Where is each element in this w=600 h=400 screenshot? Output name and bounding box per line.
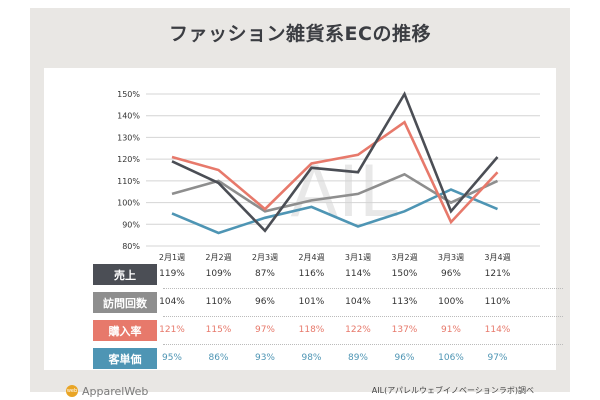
chart-frame: ファッション雑貨系ECの推移 AIL 150% 140% 130% 120% 110% 10… xyxy=(30,8,570,398)
data-cell: 106% xyxy=(438,353,464,363)
x-tick-label: 3月3週 xyxy=(438,253,464,262)
y-tick-label: 80% xyxy=(122,242,140,251)
data-cell: 101% xyxy=(298,297,325,307)
data-cell: 97% xyxy=(487,353,508,363)
x-tick-label: 2月2週 xyxy=(205,253,231,262)
data-cell: 96% xyxy=(440,269,461,279)
y-tick-label: 130% xyxy=(117,133,140,142)
x-tick-label: 2月4週 xyxy=(298,253,324,262)
data-cell: 137% xyxy=(391,325,418,335)
chart-panel: AIL 150% 140% 130% 120% 110% 100% 90% 80% 2月1週 2月2… xyxy=(44,68,563,370)
data-cell: 115% xyxy=(205,325,232,335)
data-cell: 89% xyxy=(347,353,368,363)
row-label: 訪問回数 xyxy=(93,292,157,313)
data-cell: 113% xyxy=(391,297,418,307)
data-cell: 114% xyxy=(484,325,511,335)
data-cell: 109% xyxy=(205,269,232,279)
data-cell: 110% xyxy=(205,297,232,307)
y-tick-label: 120% xyxy=(117,155,140,164)
data-cell: 122% xyxy=(345,325,371,335)
row-label: 売上 xyxy=(93,264,157,285)
x-tick-label: 3月4週 xyxy=(484,253,510,262)
data-cell: 91% xyxy=(440,325,461,335)
y-tick-label: 140% xyxy=(117,112,140,121)
source-note: AIL(アパレルウェブイノベーションラボ)調べ xyxy=(371,386,534,395)
row-separator xyxy=(163,344,563,345)
data-cell: 121% xyxy=(159,325,185,335)
apparelweb-logo-mark: web xyxy=(66,385,78,397)
series-line-1 xyxy=(171,91,499,233)
data-cell: 119% xyxy=(159,269,185,279)
row-separator xyxy=(163,288,563,289)
apparelweb-logo-text: ApparelWeb xyxy=(82,384,149,398)
y-tick-label: 110% xyxy=(117,177,140,186)
row-label: 客単価 xyxy=(93,348,157,369)
data-cell: 97% xyxy=(254,325,275,335)
x-tick-label: 3月2週 xyxy=(391,253,417,262)
data-cell: 121% xyxy=(484,269,511,279)
data-cell: 150% xyxy=(391,269,418,279)
data-cell: 104% xyxy=(345,297,371,307)
data-cell: 100% xyxy=(438,297,464,307)
data-cell: 98% xyxy=(301,353,322,363)
x-tick-label: 2月1週 xyxy=(159,253,185,262)
data-cell: 96% xyxy=(394,353,415,363)
series-line-2 xyxy=(171,172,499,213)
y-tick-label: 90% xyxy=(122,220,140,229)
data-cell: 116% xyxy=(298,269,325,279)
data-cell: 87% xyxy=(254,269,275,279)
data-cell: 118% xyxy=(298,325,325,335)
apparelweb-logo: web ApparelWeb xyxy=(66,384,148,398)
row-separator xyxy=(163,316,563,317)
data-cell: 86% xyxy=(208,353,229,363)
y-tick-label: 150% xyxy=(117,90,140,99)
row-label: 購入率 xyxy=(93,320,157,341)
chart-title: ファッション雑貨系ECの推移 xyxy=(169,23,431,45)
series-line-3 xyxy=(171,120,499,225)
data-cell: 104% xyxy=(159,297,185,307)
data-cell: 95% xyxy=(161,353,182,363)
x-tick-label: 3月1週 xyxy=(345,253,371,262)
x-tick-label: 2月3週 xyxy=(252,253,278,262)
data-cell: 96% xyxy=(254,297,275,307)
data-cell: 114% xyxy=(345,269,371,279)
y-tick-label: 100% xyxy=(117,199,140,208)
data-cell: 93% xyxy=(254,353,275,363)
data-cell: 110% xyxy=(484,297,511,307)
